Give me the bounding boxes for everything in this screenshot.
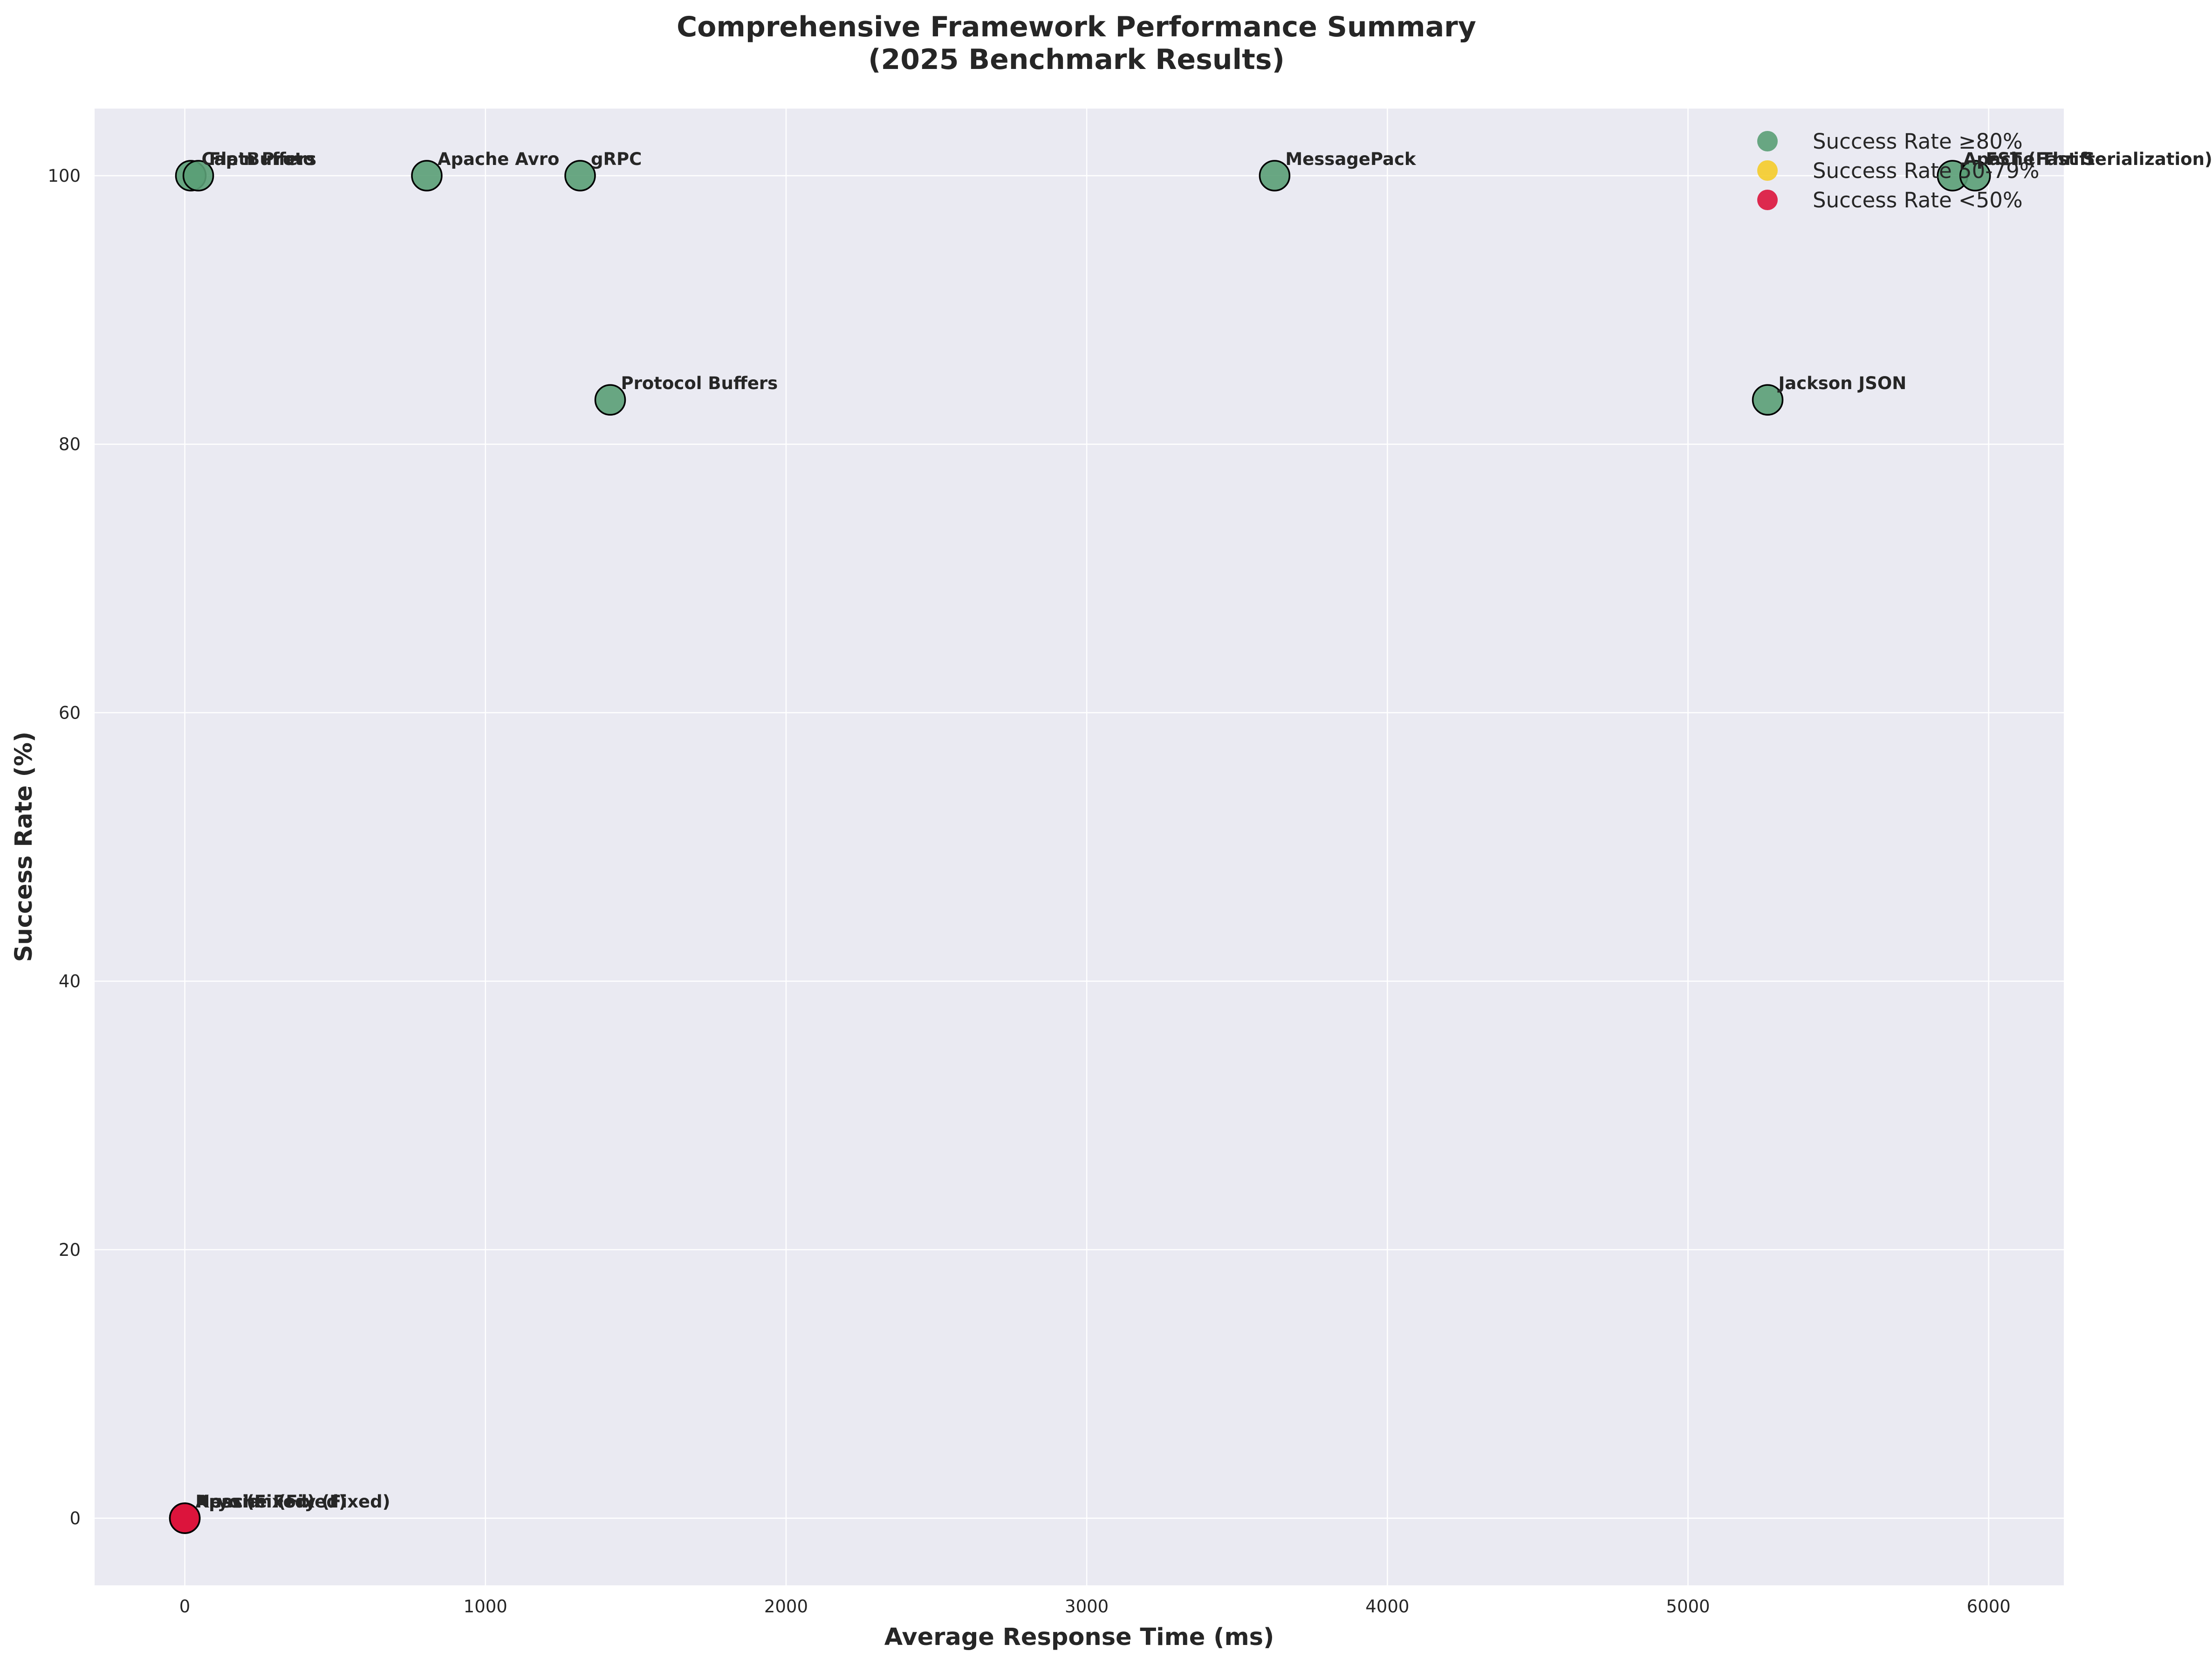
y-tick-label: 100 [48, 166, 81, 186]
legend-label: Success Rate 50-79% [1813, 158, 2039, 183]
x-tick-label: 0 [179, 1596, 191, 1617]
legend: Success Rate ≥80% Success Rate 50-79% Succ… [1757, 129, 2039, 212]
y-tick-label: 0 [69, 1508, 81, 1528]
grid-lines [95, 109, 2064, 1585]
point-label: Cap'n Proto [201, 149, 315, 169]
x-tick-label: 2000 [764, 1596, 808, 1617]
data-point [1959, 160, 1991, 192]
data-point [169, 1502, 201, 1534]
legend-label: Success Rate <50% [1813, 188, 2023, 212]
point-label: Hessian (Fixed) [196, 1492, 347, 1512]
data-points [169, 160, 1991, 1534]
legend-label: Success Rate ≥80% [1813, 129, 2023, 154]
point-label: gRPC [591, 149, 642, 169]
chart-title: Comprehensive Framework Performance Summ… [677, 11, 1476, 43]
data-point [564, 160, 596, 192]
point-label: FlatBuffers [209, 149, 316, 169]
x-tick-label: 5000 [1666, 1596, 1710, 1617]
point-label: MessagePack [1285, 149, 1417, 169]
x-tick-labels: 0 1000 2000 3000 4000 5000 6000 [179, 1596, 2011, 1617]
legend-marker [1757, 160, 1778, 181]
y-tick-label: 20 [59, 1240, 81, 1260]
point-label: Apache Fory (Fixed) [196, 1492, 390, 1512]
point-label: FST (Fast Serialization) [1986, 149, 2212, 169]
x-tick-label: 6000 [1967, 1596, 2011, 1617]
x-tick-label: 4000 [1365, 1596, 1409, 1617]
y-tick-label: 40 [59, 972, 81, 992]
x-axis-label: Average Response Time (ms) [884, 1624, 1274, 1651]
point-label: Jackson JSON [1777, 373, 1906, 393]
point-label: Apache Avro [438, 149, 559, 169]
y-axis-label: Success Rate (%) [10, 732, 38, 962]
chart-subtitle: (2025 Benchmark Results) [868, 43, 1285, 76]
point-label: Protocol Buffers [621, 373, 778, 393]
data-point [411, 160, 443, 192]
data-point [1752, 384, 1784, 416]
data-point [1259, 160, 1291, 192]
plot-area [95, 109, 2064, 1585]
y-tick-label: 60 [59, 703, 81, 723]
point-label: Apache Thrift [1963, 149, 2095, 169]
y-tick-labels: 0 20 40 60 80 100 [48, 166, 81, 1528]
legend-marker [1757, 131, 1778, 151]
y-tick-label: 80 [59, 434, 81, 454]
x-tick-label: 1000 [464, 1596, 507, 1617]
data-point [594, 384, 626, 416]
x-tick-label: 3000 [1065, 1596, 1109, 1617]
point-label: Kryo (Fixed) [196, 1492, 315, 1512]
legend-marker [1757, 190, 1778, 210]
data-point [182, 160, 214, 192]
